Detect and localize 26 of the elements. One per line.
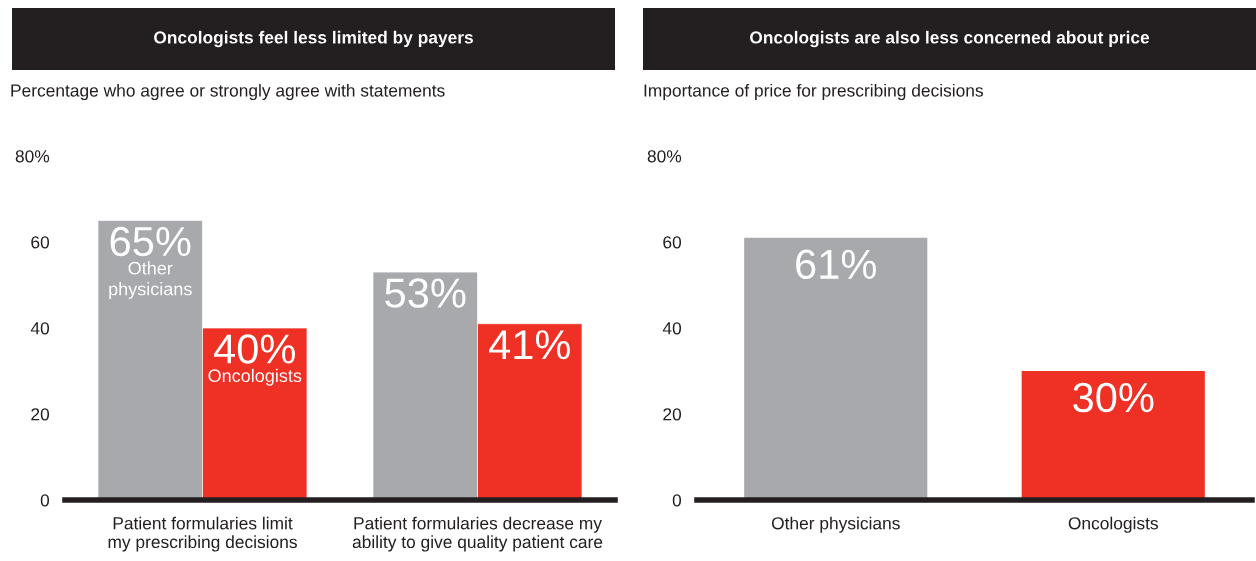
y-tick-label: 40: [30, 322, 50, 335]
data-label: 40%: [214, 334, 295, 364]
y-tick-label: 0: [672, 494, 682, 507]
data-label: 53%: [385, 278, 466, 308]
data-label: 41%: [489, 330, 570, 360]
chart-title: Oncologists feel less limited by payers: [154, 30, 473, 48]
data-label: 65%: [110, 226, 191, 257]
y-tick-label: 60: [31, 236, 50, 249]
y-tick-label: 20: [31, 408, 50, 421]
y-tick-label: 0: [40, 494, 50, 507]
x-tick-label: Other physicians: [771, 516, 900, 533]
data-label: 30%: [1073, 382, 1154, 413]
series-label: Oncologists: [208, 368, 302, 386]
chart-subtitle: Importance of price for prescribing decisions: [644, 83, 983, 101]
y-tick-label: 80%: [647, 150, 682, 163]
series-label: Other physicians: [109, 261, 192, 299]
y-tick-label: 60: [663, 236, 682, 249]
data-label: 61%: [796, 249, 876, 280]
x-tick-label: Patient formularies limit my prescribing decisions: [108, 516, 297, 552]
x-tick-label: Patient formularies decrease my ability to give quality patient care: [352, 516, 603, 552]
y-tick-label: 40: [662, 322, 682, 335]
y-tick-label: 80%: [15, 150, 50, 163]
chart-subtitle: Percentage who agree or strongly agree with statements: [11, 83, 445, 101]
chart-title: Oncologists are also less concerned about price: [750, 30, 1150, 48]
x-tick-label: Oncologists: [1068, 516, 1158, 533]
y-tick-label: 20: [663, 408, 682, 421]
